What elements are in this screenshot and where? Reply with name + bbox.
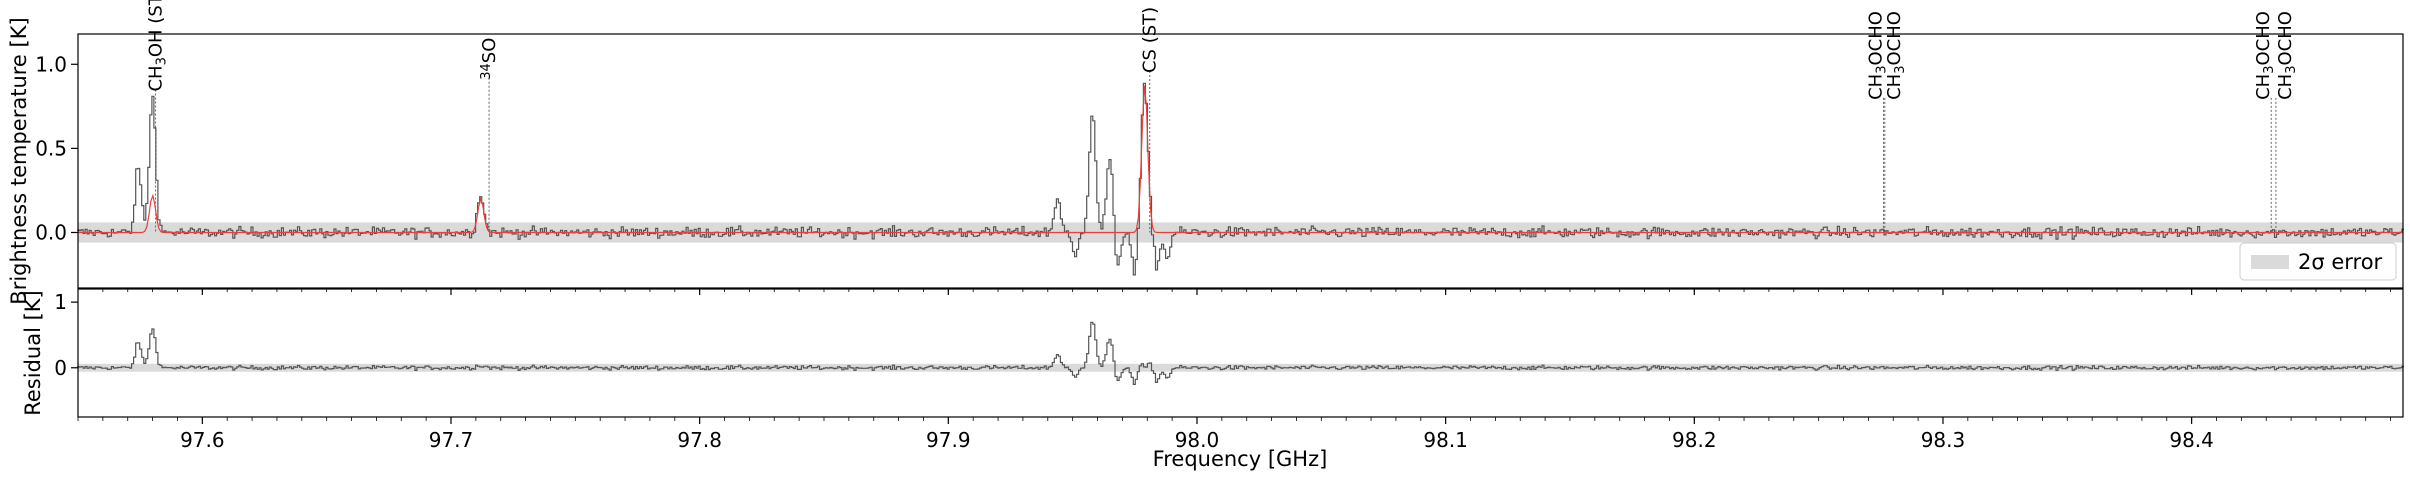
- x-tick-label: 98.3: [1921, 428, 1966, 452]
- y-tick-label: 1.0: [35, 52, 67, 76]
- line-marker-label: CH3OCHO: [2275, 11, 2299, 100]
- top-y-axis-label: Brightness temperature [K]: [7, 17, 31, 304]
- bottom-error-band: [78, 363, 2403, 372]
- legend: 2σ error: [2239, 242, 2397, 281]
- line-marker-label: 34SO: [479, 38, 500, 80]
- x-tick-label: 98.1: [1423, 428, 1468, 452]
- y-tick-label: 0: [54, 356, 67, 380]
- legend-box: [2239, 242, 2397, 281]
- observed-spectrum: [77, 82, 2404, 276]
- x-tick-label: 97.9: [926, 428, 971, 452]
- bottom-error-band-rect: [78, 363, 2403, 372]
- legend-label: 2σ error: [2298, 250, 2383, 274]
- line-marker-label: CH3OCHO: [2253, 11, 2277, 100]
- y-tick-label: 0.0: [35, 220, 67, 244]
- bottom-y-ticks: 01: [54, 290, 78, 380]
- line-marker-label: CH3OH (ST): [146, 0, 170, 92]
- brightness-panel: CH3OH (ST)34SO CS (ST)CH3OCHOCH3OCHOCH3OC…: [7, 0, 2404, 305]
- residual-panel: 01 97.6 97.7 97.8 97.9 98.0 98.1 98.2 98.3 98.4 …: [21, 288, 2404, 471]
- bottom-x-ticks: 97.6 97.7 97.8 97.9 98.0 98.1 98.2 98.3 98.4: [77, 417, 2391, 452]
- bottom-frame: [77, 288, 2404, 418]
- x-tick-label: 97.8: [677, 428, 722, 452]
- y-tick-label: 1: [54, 290, 67, 314]
- x-tick-label: 98.4: [2169, 428, 2214, 452]
- line-marker-label: CH3OCHO: [1884, 11, 1908, 100]
- top-frame: [77, 33, 2404, 289]
- top-plot-area: [78, 34, 2403, 288]
- model-spectrum: [78, 85, 2403, 234]
- x-tick-label: 97.6: [180, 428, 225, 452]
- top-y-ticks: 0.0 0.5 1.0: [35, 52, 78, 244]
- line-markers: CH3OH (ST)34SO CS (ST)CH3OCHOCH3OCHOCH3OC…: [146, 0, 2299, 233]
- line-marker-label: CS (ST): [1140, 7, 1161, 73]
- legend-swatch: [2251, 255, 2289, 269]
- y-tick-label: 0.5: [35, 136, 67, 160]
- bottom-y-axis-label: Residual [K]: [21, 290, 45, 416]
- line-marker-label: CH3OCHO: [1866, 11, 1890, 100]
- x-tick-label: 98.2: [1672, 428, 1717, 452]
- x-axis-label: Frequency [GHz]: [1153, 447, 1328, 471]
- residual-spectrum: [77, 321, 2404, 385]
- x-tick-label: 97.7: [429, 428, 474, 452]
- x-tick-label: 98.0: [1175, 428, 1220, 452]
